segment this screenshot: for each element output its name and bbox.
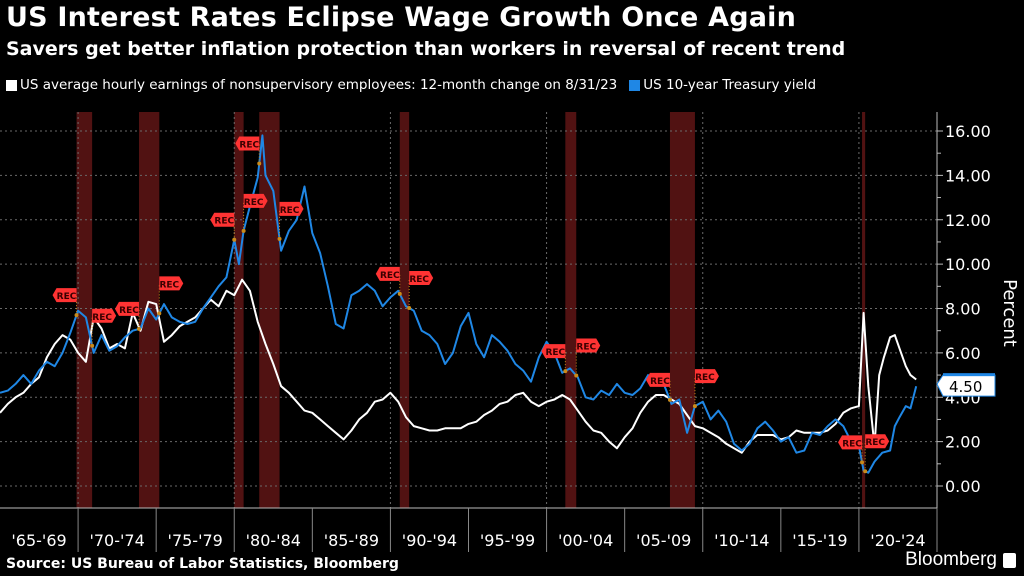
rec-flag: [541, 344, 566, 359]
brand-label: Bloomberg: [905, 549, 997, 570]
rec-flag: [114, 301, 139, 316]
x-tick-label: '95-'99: [480, 531, 535, 550]
rec-flag: [375, 266, 400, 281]
y-tick-label: 0.00: [945, 477, 981, 496]
rec-flag: [92, 308, 117, 323]
legend-swatch-treasury: [629, 79, 641, 91]
y-tick-label: 8.00: [945, 300, 981, 319]
bloomberg-logo-icon: [1003, 552, 1016, 568]
legend-item-treasury: US 10-year Treasury yield: [629, 77, 816, 93]
rec-flag-label: REC: [650, 377, 670, 387]
rec-flag-label: REC: [280, 206, 300, 216]
rec-flag-label: REC: [239, 141, 259, 151]
rec-flag-label: REC: [545, 348, 565, 358]
rec-flag-label: REC: [842, 439, 862, 449]
last-value-label: 4.50: [936, 373, 996, 397]
last-value-text: 4.50: [949, 378, 982, 396]
x-tick-label: '15-'19: [792, 531, 847, 550]
x-tick-label: '10-'14: [714, 531, 769, 550]
rec-flag-label: REC: [92, 313, 112, 323]
rec-flag-label: REC: [244, 198, 264, 208]
recession-band: [565, 112, 577, 508]
x-tick-label: '00-'04: [558, 531, 613, 550]
recession-band: [862, 112, 866, 508]
x-tick-label: '80-'84: [246, 531, 301, 550]
y-tick-label: 16.00: [945, 122, 991, 141]
y-tick-label: 6.00: [945, 344, 981, 363]
legend-label-wages: US average hourly earnings of nonsupervi…: [20, 77, 618, 93]
source-note: Source: US Bureau of Labor Statistics, B…: [6, 556, 399, 572]
bloomberg-brand: Bloomberg: [905, 549, 1016, 571]
x-tick-label: '85-'89: [324, 531, 379, 550]
x-tick-label: '90-'94: [402, 531, 457, 550]
rec-flag: [865, 434, 890, 449]
legend: US average hourly earnings of nonsupervi…: [6, 77, 828, 93]
rec-flag: [694, 369, 719, 384]
y-tick-label: 10.00: [945, 255, 991, 274]
chart-subtitle: Savers get better inflation protection t…: [6, 38, 846, 60]
legend-label-treasury: US 10-year Treasury yield: [643, 77, 817, 93]
last-value-tag: [936, 374, 996, 397]
y-tick-label: 12.00: [945, 211, 991, 230]
x-tick-label: '65-'69: [11, 531, 66, 550]
recession-band: [399, 112, 410, 508]
rec-flag: [159, 276, 184, 291]
legend-swatch-wages: [6, 79, 17, 91]
rec-flag-label: REC: [576, 343, 596, 353]
x-tick-label: '75-'79: [168, 531, 223, 550]
x-tick-label: '20-'24: [870, 531, 925, 550]
chart-title: US Interest Rates Eclipse Wage Growth On…: [6, 2, 797, 33]
x-tick-label: '70-'74: [89, 531, 144, 550]
y-axis-label: Percent: [999, 279, 1020, 347]
rec-flag-label: REC: [159, 280, 179, 290]
rec-flag-label: REC: [119, 306, 139, 316]
rec-flag-label: REC: [380, 271, 400, 281]
last-value-tag-accent: [943, 373, 995, 377]
rec-flag-label: REC: [57, 292, 77, 302]
rec-flag-label: REC: [409, 275, 429, 285]
recession-band: [669, 112, 695, 508]
rec-flag: [52, 288, 77, 303]
rec-flag: [838, 435, 863, 450]
rec-flag-label: REC: [214, 217, 234, 227]
x-tick-label: '05-'09: [636, 531, 691, 550]
x-axis: '65-'69 '70-'74 '75-'79 '80-'84 '85-'89 '90-'…: [0, 507, 938, 552]
legend-item-wages: US average hourly earnings of nonsupervi…: [6, 77, 617, 93]
y-tick-label: 2.00: [945, 433, 981, 452]
rec-flag: [243, 193, 268, 208]
rec-flag: [645, 372, 670, 387]
recession-band: [259, 112, 280, 508]
rec-flag: [279, 201, 304, 216]
rec-flag-label: REC: [695, 373, 715, 383]
rec-flag: [210, 212, 235, 227]
recession-band: [234, 112, 244, 508]
recession-band: [76, 112, 93, 508]
rec-flag: [235, 136, 260, 151]
rec-flag: [576, 338, 601, 353]
rec-flag-label: REC: [865, 438, 885, 448]
recession-bands: [76, 112, 866, 508]
y-tick-label: 14.00: [945, 166, 991, 185]
rec-flag: [409, 271, 434, 286]
